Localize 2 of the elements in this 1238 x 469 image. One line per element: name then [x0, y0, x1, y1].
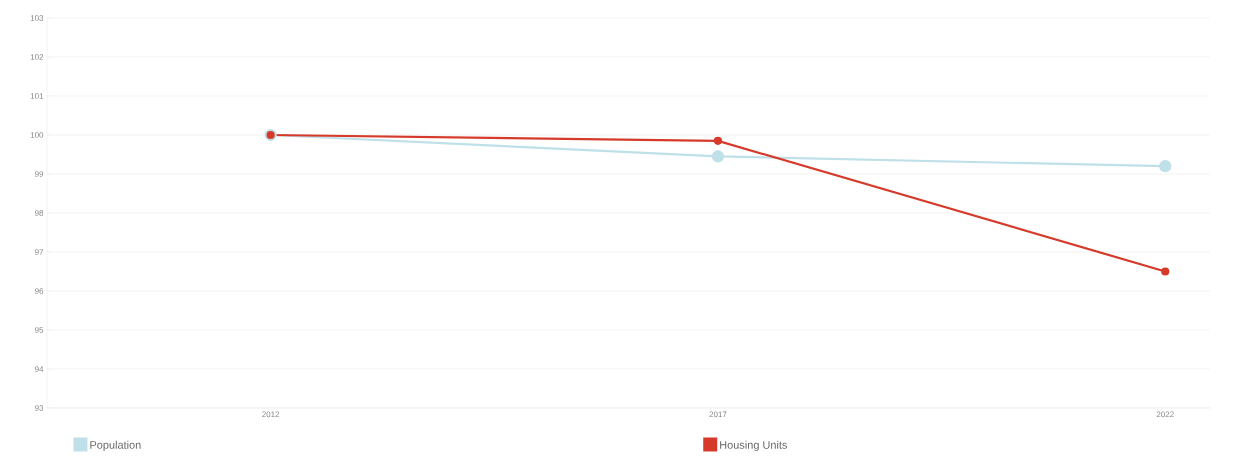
- legend-label: Housing Units: [720, 440, 788, 451]
- legend-label: Population: [90, 440, 141, 451]
